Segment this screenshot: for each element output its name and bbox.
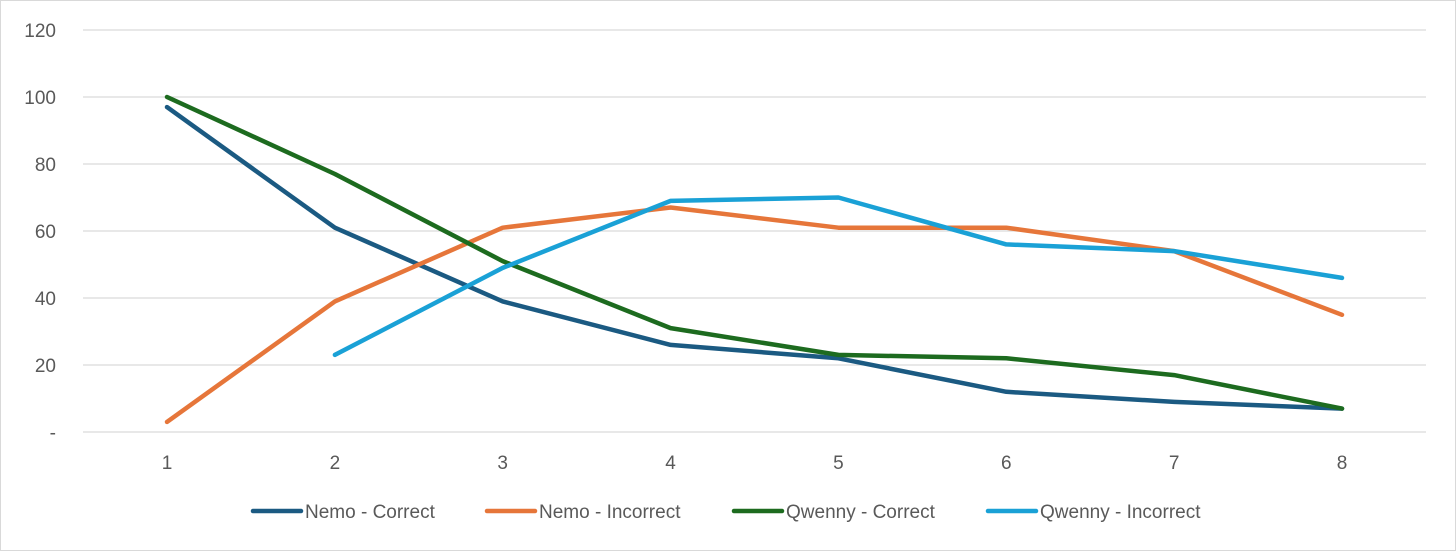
legend-label: Nemo - Correct: [305, 502, 436, 523]
y-tick-label: 20: [35, 356, 56, 377]
series-lines: [164, 94, 1345, 425]
y-tick-label: -: [50, 423, 56, 444]
gridlines: [83, 29, 1426, 433]
legend-label: Qwenny - Incorrect: [1040, 502, 1201, 523]
x-tick-label: 6: [1001, 453, 1012, 474]
x-axis-tick-labels: 1 2 3 4 5 6 7 8: [162, 453, 1348, 474]
x-tick-label: 3: [497, 453, 508, 474]
legend: Nemo - Correct Nemo - Incorrect Qwenny - C…: [250, 502, 1201, 523]
series-line-nemo-incorrect: [164, 205, 1345, 425]
series-line-qwenny-correct: [164, 94, 1345, 411]
y-tick-label: 40: [35, 289, 56, 310]
x-tick-label: 5: [833, 453, 844, 474]
x-tick-label: 7: [1169, 453, 1180, 474]
legend-item-qwenny-correct: Qwenny - Correct: [731, 502, 936, 523]
series-line-qwenny-incorrect: [332, 195, 1345, 358]
legend-label: Qwenny - Correct: [786, 502, 936, 523]
legend-item-qwenny-incorrect: Qwenny - Incorrect: [985, 502, 1201, 523]
x-tick-label: 2: [330, 453, 341, 474]
y-tick-label: 60: [35, 222, 56, 243]
x-tick-label: 1: [162, 453, 173, 474]
x-tick-label: 8: [1337, 453, 1348, 474]
legend-label: Nemo - Incorrect: [539, 502, 681, 523]
series-line-nemo-correct: [164, 104, 1345, 411]
y-tick-label: 100: [24, 88, 56, 109]
y-tick-label: 120: [24, 21, 56, 42]
y-axis-tick-labels: - 20 40 60 80 100 120: [24, 21, 56, 444]
x-tick-label: 4: [665, 453, 676, 474]
y-tick-label: 80: [35, 155, 56, 176]
legend-item-nemo-incorrect: Nemo - Incorrect: [484, 502, 681, 523]
legend-item-nemo-correct: Nemo - Correct: [250, 502, 436, 523]
